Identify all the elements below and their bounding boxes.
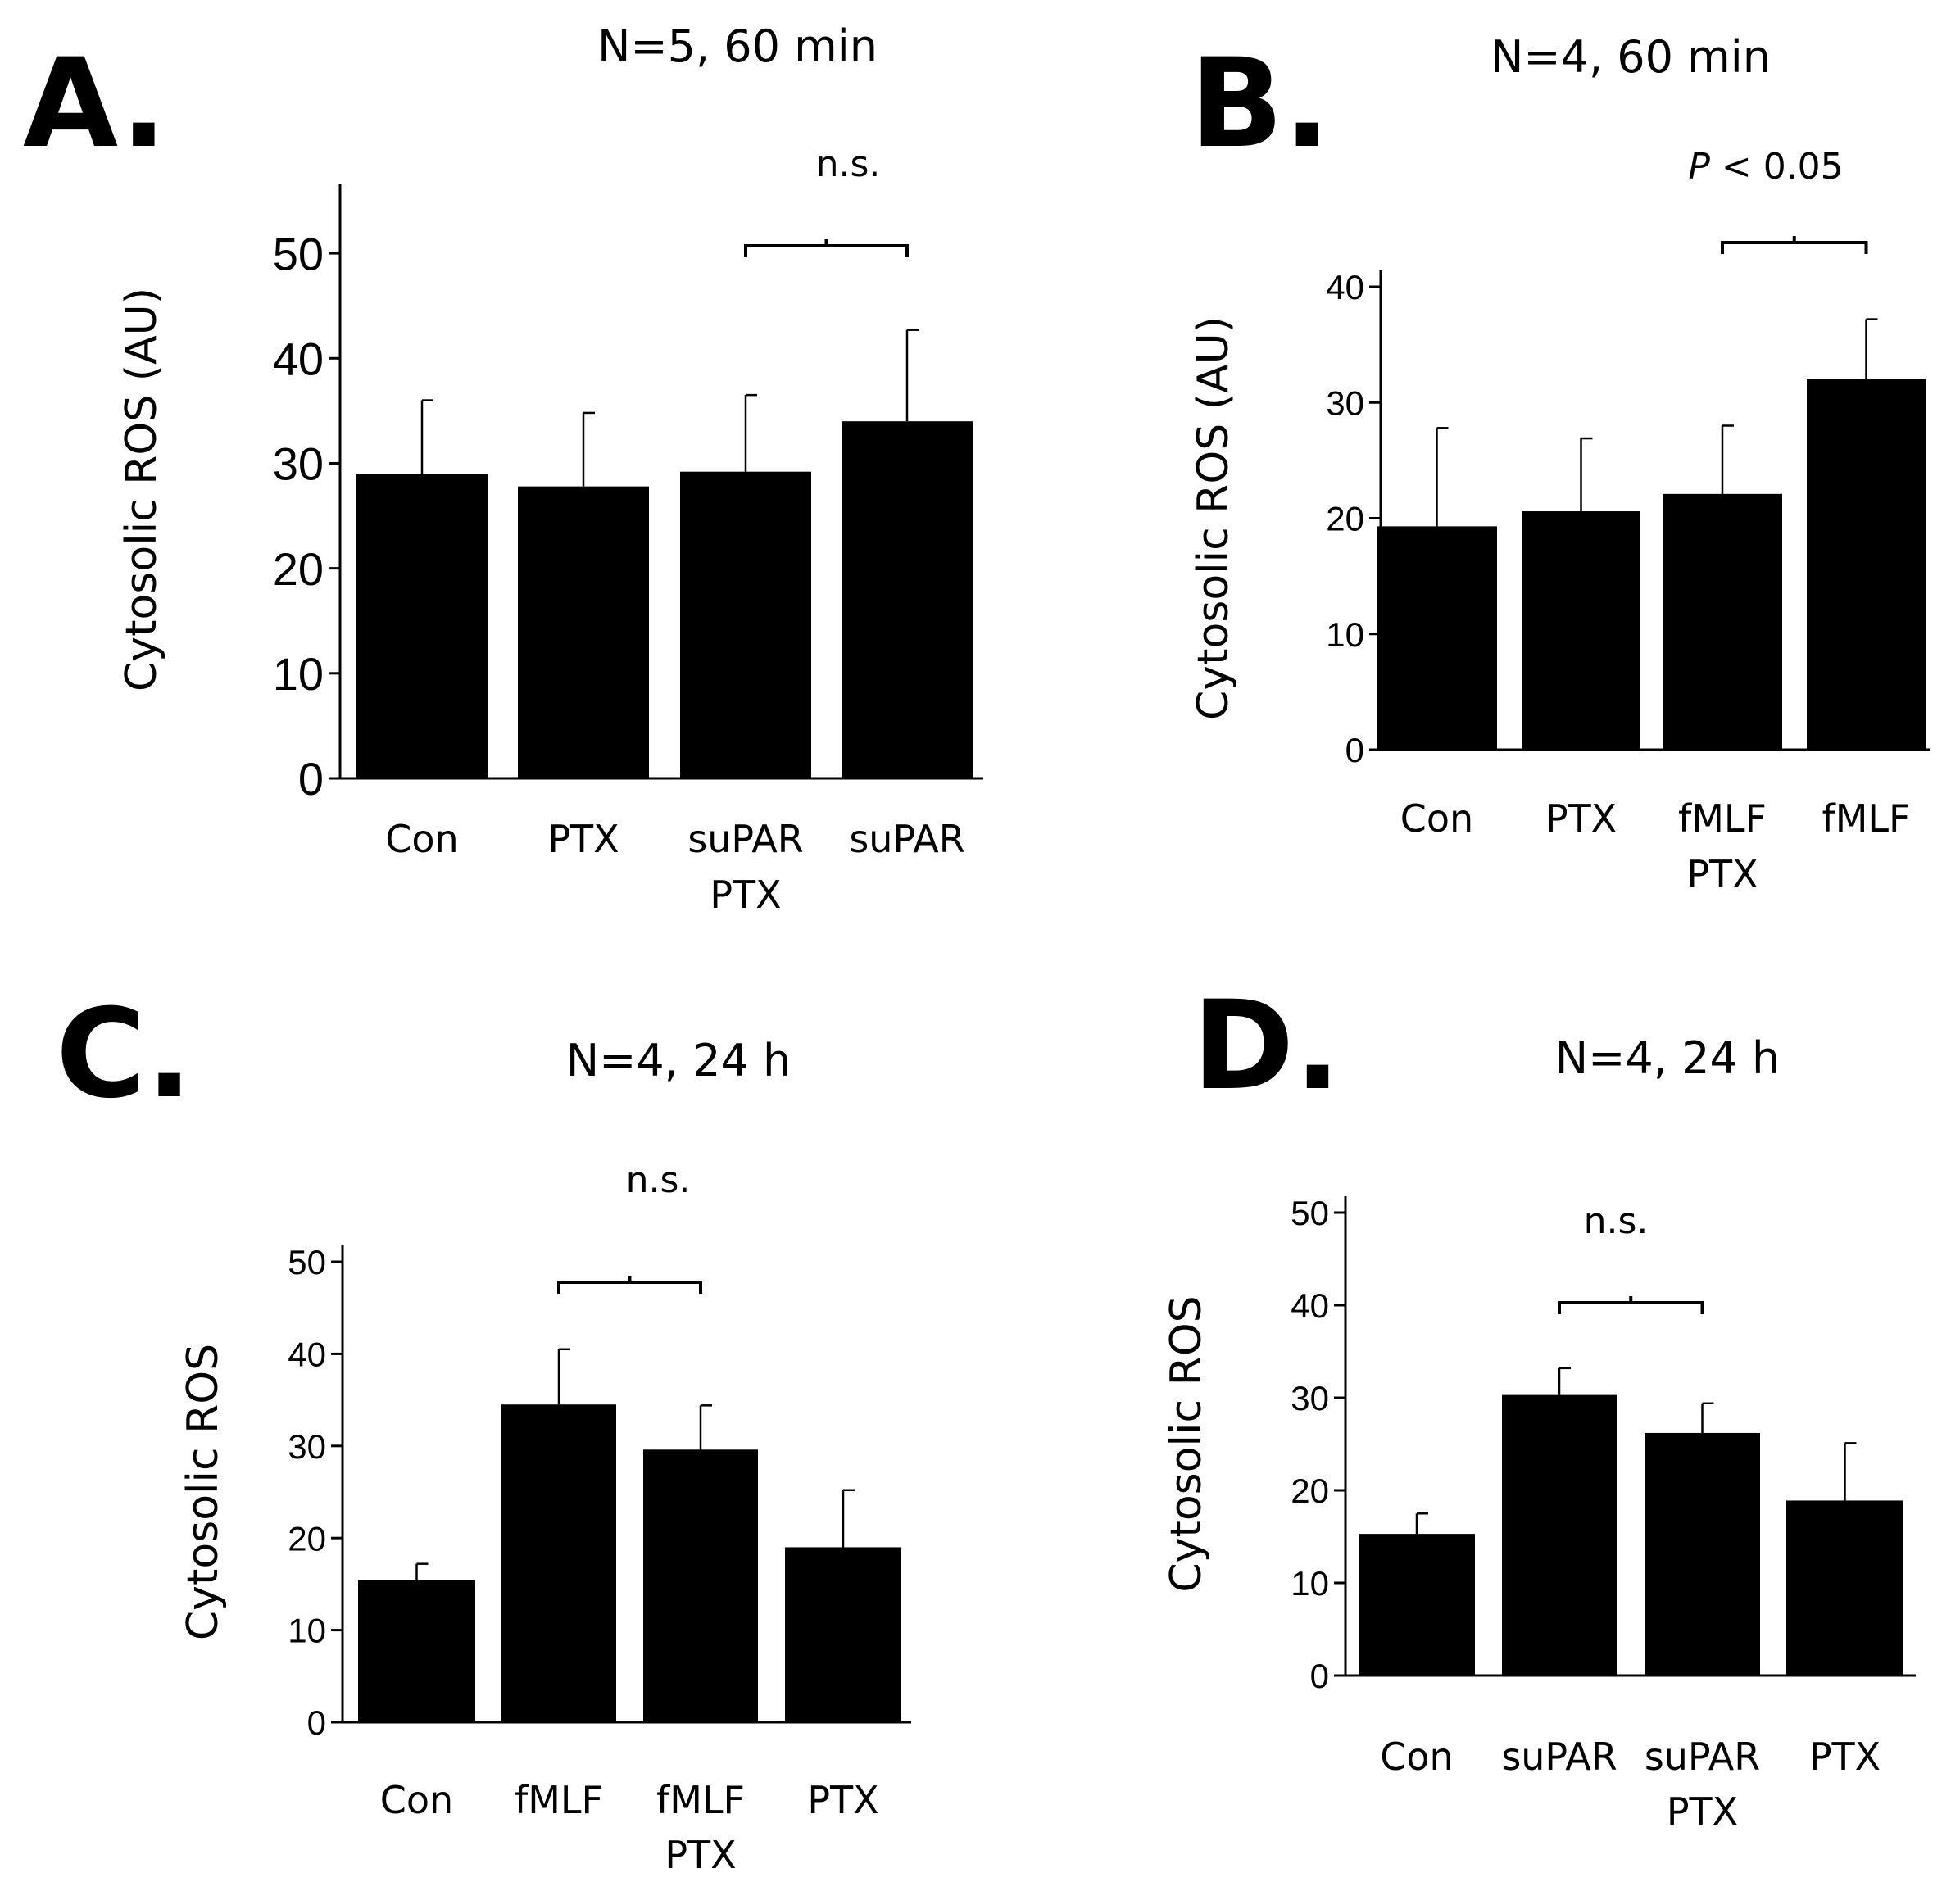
bar [1786,1500,1903,1676]
category-label: fMLF [1678,796,1767,841]
significance-bracket [1558,1296,1704,1314]
category-label: suPAR [687,817,803,861]
significance-label: n.s. [1584,1200,1649,1242]
y-tick-label: 20 [288,1519,326,1558]
category-label-line2: PTX [1667,1789,1738,1834]
y-axis-label: Cytosolic ROS (AU) [117,288,166,692]
significance-label: n.s. [816,143,881,185]
y-tick-label: 30 [288,1427,326,1466]
y-tick-label: 20 [1326,500,1364,538]
y-tick-label: 40 [273,333,324,384]
category-label: Con [1380,1735,1453,1779]
bar [518,486,649,778]
y-tick-label: 0 [298,753,324,805]
panel-d: D. N=4, 24 h 0 10 20 30 40 50 Cytosolic ROS Con su… [1162,975,1916,1834]
y-tick-label: 50 [273,228,324,279]
category-label: PTX [547,817,619,861]
chart-title: N=4, 60 min [1490,31,1771,83]
bar [1807,379,1926,750]
significance-bracket [1721,236,1868,254]
bar [680,471,811,778]
category-label: suPAR [1645,1735,1760,1779]
bar [842,421,973,778]
bar [1502,1394,1617,1676]
category-label: fMLF [515,1778,603,1822]
y-tick-label: 0 [1345,731,1364,769]
bar [1663,493,1782,750]
category-label: PTX [1809,1735,1881,1779]
significance-label: n.s. [626,1159,691,1201]
y-tick-label: 10 [288,1612,326,1650]
category-label: PTX [807,1778,878,1822]
bar [1377,526,1497,750]
y-axis-label: Cytosolic ROS [1162,1295,1211,1592]
y-tick-label: 50 [288,1243,326,1281]
bar [785,1547,901,1722]
category-label: suPAR [1501,1735,1617,1779]
panel-letter: A. [23,33,167,175]
category-label-line2: PTX [710,873,781,917]
chart-title: N=5, 60 min [597,20,878,72]
y-axis-label: Cytosolic ROS [179,1344,228,1640]
y-tick-label: 0 [307,1703,326,1742]
panel-a: A. N=5, 60 min 0 10 20 30 40 50 Cytosolic ROS (A… [23,20,983,917]
y-tick-label: 10 [1326,615,1364,654]
y-tick-label: 20 [273,543,324,595]
bar [1522,511,1640,750]
bar [1645,1432,1760,1676]
panel-letter: C. [56,983,193,1126]
category-label: Con [1400,796,1473,841]
category-label: Con [385,817,458,861]
y-tick-label: 30 [1326,383,1364,422]
y-axis-label: Cytosolic ROS (AU) [1189,316,1238,720]
p-symbol: P [1688,146,1722,188]
significance-bracket [744,239,909,257]
y-tick-label: 10 [1291,1564,1329,1603]
panel-letter: D. [1192,975,1341,1118]
category-label: Con [380,1778,453,1822]
category-label-line2: PTX [1686,852,1758,896]
y-tick-label: 30 [1291,1379,1329,1417]
bar [1359,1534,1475,1676]
panel-letter: B. [1190,33,1330,175]
p-value: < 0.05 [1722,146,1844,188]
category-label-line2: PTX [665,1833,736,1877]
y-tick-label: 40 [1326,268,1364,306]
chart-title: N=4, 24 h [1555,1032,1780,1084]
bar [501,1404,616,1722]
category-label: fMLF [1822,796,1911,841]
bar [643,1449,758,1722]
bar [358,1580,475,1722]
y-tick-label: 50 [1291,1194,1329,1232]
panel-b: B. N=4, 60 min 0 10 20 30 40 Cytosolic ROS (AU)… [1189,31,1930,896]
category-label: fMLF [656,1778,745,1822]
y-tick-label: 0 [1310,1657,1329,1695]
y-tick-label: 40 [288,1335,326,1374]
y-tick-label: 40 [1291,1286,1329,1325]
y-tick-label: 20 [1291,1472,1329,1510]
bar [356,474,488,778]
category-label: suPAR [849,817,964,861]
panel-c: C. N=4, 24 h 0 10 20 30 40 50 Cytosolic ROS Con fM… [56,983,911,1877]
significance-bracket [557,1276,702,1294]
significance-label: P < 0.05 [1688,146,1843,188]
category-label: PTX [1545,796,1617,841]
y-tick-label: 10 [273,648,324,700]
y-tick-label: 30 [273,438,324,490]
chart-title: N=4, 24 h [566,1035,791,1086]
